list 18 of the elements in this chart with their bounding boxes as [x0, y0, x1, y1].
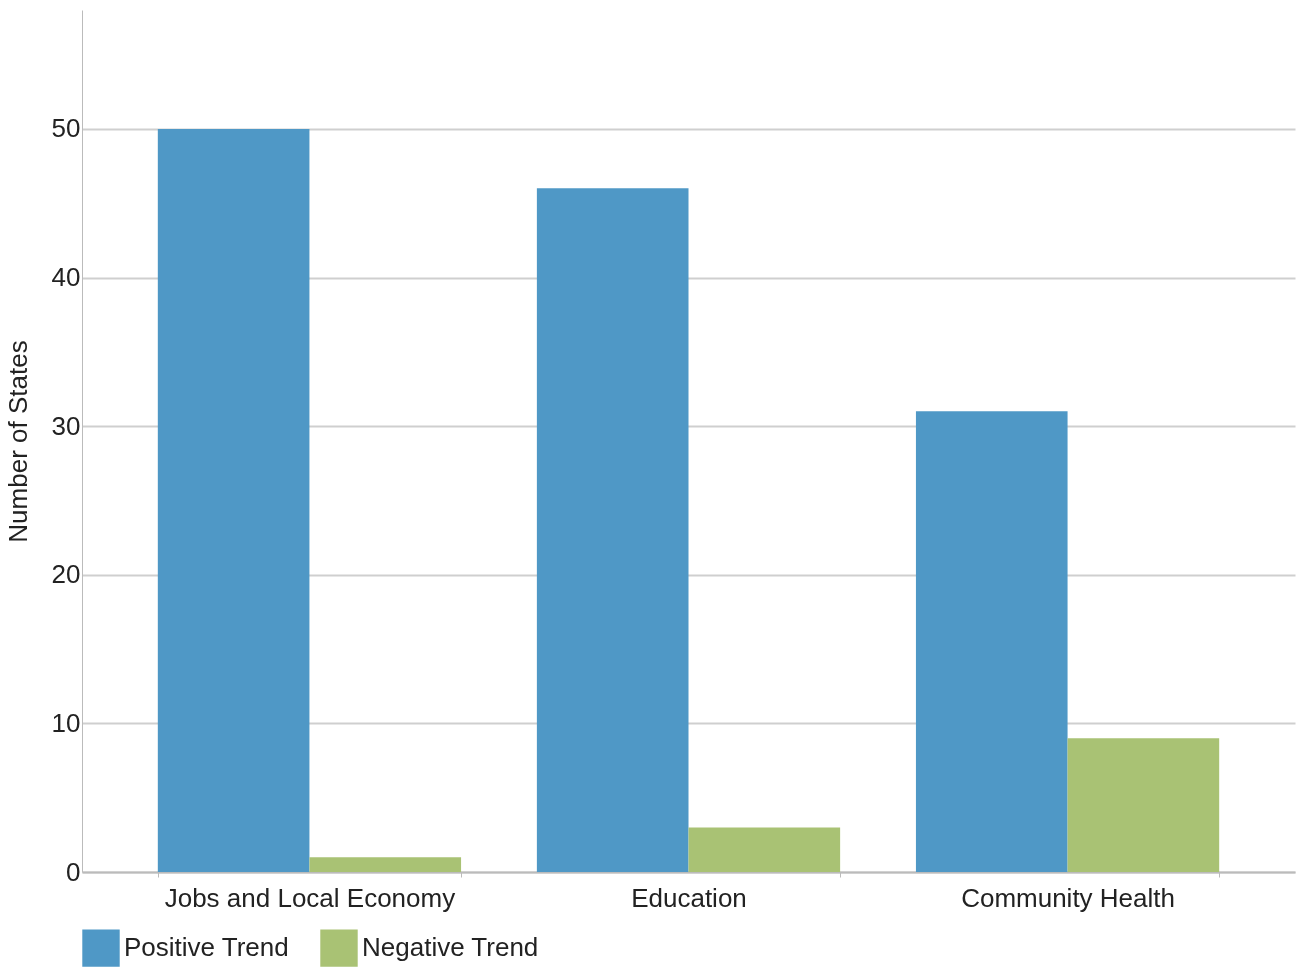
- y-tick-label: 0: [66, 856, 81, 887]
- x-tick-label: Community Health: [961, 882, 1175, 913]
- legend-label: Positive Trend: [124, 932, 289, 963]
- bar: [688, 827, 841, 872]
- y-tick-label: 30: [51, 410, 81, 441]
- x-tick-label: Education: [631, 882, 747, 913]
- y-axis-title: Number of States: [2, 340, 33, 543]
- y-tick-label: 10: [51, 707, 81, 738]
- y-tick-label: 40: [51, 262, 81, 293]
- legend-label: Negative Trend: [362, 932, 539, 963]
- x-tick-label: Jobs and Local Economy: [164, 882, 456, 913]
- bar: [536, 188, 689, 872]
- bar: [1067, 738, 1220, 872]
- bar: [157, 128, 310, 872]
- bar: [915, 411, 1068, 872]
- y-tick-label: 50: [51, 113, 81, 144]
- y-tick-label: 20: [51, 559, 81, 590]
- bar: [309, 857, 462, 872]
